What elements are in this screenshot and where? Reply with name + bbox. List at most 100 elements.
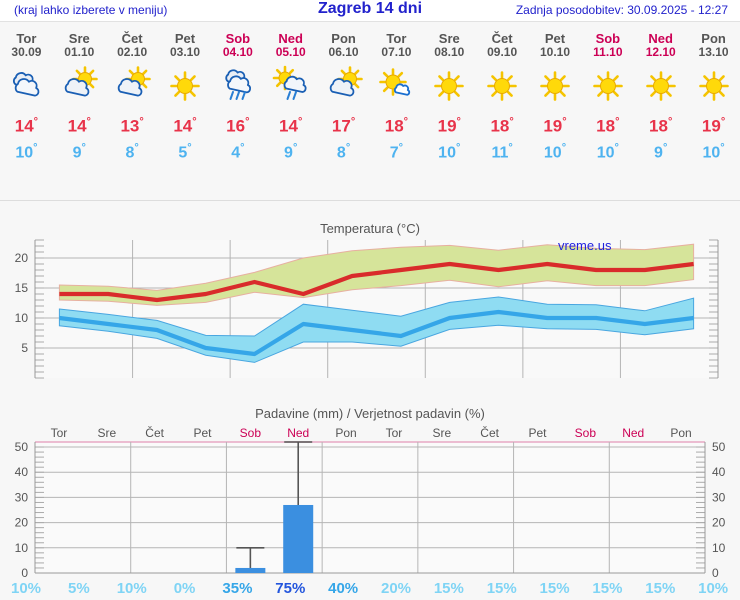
degree-sign: °: [562, 116, 567, 128]
degree-sign: °: [192, 116, 197, 128]
svg-text:30: 30: [15, 490, 29, 504]
temperature-chart: 5 10 15 20: [15, 239, 719, 379]
day-column-3[interactable]: Pet 03.10 14° 5°: [159, 22, 211, 163]
day-column-7[interactable]: Tor 07.10 18° 7°: [370, 22, 422, 163]
day-date: 02.10: [117, 45, 148, 59]
day-name: Tor: [16, 31, 37, 46]
temperature-min: 7°: [370, 138, 422, 163]
sun-small-cloud-icon: [370, 63, 422, 109]
temperature-min-value: 10: [543, 143, 562, 161]
degree-sign: °: [81, 141, 86, 154]
day-date: 09.10: [487, 45, 518, 59]
day-column-9[interactable]: Čet 09.10 18° 11°: [476, 22, 528, 163]
sunny-icon: [582, 63, 634, 109]
day-column-11[interactable]: Sob 11.10 18° 10°: [582, 22, 634, 163]
temperature-min: 10°: [0, 138, 52, 163]
degree-sign: °: [86, 116, 91, 128]
sunny-icon: [635, 63, 687, 109]
temperature-max: 19°: [688, 111, 740, 138]
day-name: Sob: [225, 31, 251, 46]
svg-text:30: 30: [712, 490, 726, 504]
day-name: Pon: [331, 31, 356, 46]
precipitation-chart: 0 0 10 10 20 20 30 30 40 40 50 50: [15, 440, 726, 580]
svg-text:50: 50: [15, 440, 29, 454]
precipitation-day-label: Tor: [50, 426, 68, 440]
day-column-2[interactable]: Čet 02.10 13° 8°: [106, 22, 158, 163]
temperature-max: 18°: [635, 111, 687, 138]
day-column-13[interactable]: Pon 13.10 19° 10°: [688, 22, 740, 163]
day-column-10[interactable]: Pet 10.10 19° 10°: [529, 22, 581, 163]
temperature-max-value: 18: [384, 116, 404, 136]
day-column-0[interactable]: Tor 30.09 14° 10°: [0, 22, 52, 163]
degree-sign: °: [139, 116, 144, 128]
temperature-max-value: 17: [331, 116, 351, 136]
precipitation-day-label: Pet: [193, 426, 212, 440]
degree-sign: °: [403, 116, 409, 128]
precipitation-day-label: Sob: [574, 426, 597, 440]
temperature-max: 13°: [106, 111, 158, 138]
degree-sign: °: [561, 141, 567, 154]
temperature-max: 14°: [53, 111, 105, 138]
day-column-4[interactable]: Sob 04.10 16° 4°: [212, 22, 264, 163]
temperature-min: 8°: [318, 138, 370, 163]
temperature-max-value: 14: [67, 116, 87, 136]
precipitation-probability: 15%: [592, 580, 623, 597]
sunny-icon: [529, 63, 581, 109]
temperature-max: 19°: [529, 111, 581, 138]
temperature-min-value: 10: [15, 143, 34, 161]
temperature-min-value: 8: [336, 143, 346, 161]
temperature-min: 5°: [159, 138, 211, 163]
day-date: 04.10: [222, 45, 253, 59]
day-column-12[interactable]: Ned 12.10 18° 9°: [635, 22, 687, 163]
temperature-max: 19°: [423, 111, 475, 138]
precipitation-probability: 10%: [698, 580, 729, 597]
temperature-max-value: 18: [649, 116, 668, 136]
temperature-min-value: 4: [231, 143, 241, 161]
day-column-8[interactable]: Sre 08.10 19° 10°: [423, 22, 475, 163]
temperature-min: 10°: [688, 138, 740, 163]
temperature-max-value: 18: [490, 116, 510, 136]
temperature-min: 10°: [529, 138, 581, 163]
svg-text:50: 50: [712, 440, 726, 454]
day-name: Čet: [491, 31, 513, 46]
temperature-max: 14°: [0, 111, 52, 138]
day-column-1[interactable]: Sre 01.10 14° 9°: [53, 22, 105, 163]
temperature-min: 9°: [265, 138, 317, 163]
day-name: Pet: [544, 31, 566, 46]
degree-sign: °: [615, 116, 620, 128]
temperature-min-value: 9: [72, 143, 82, 161]
svg-text:5: 5: [21, 341, 28, 355]
day-column-5[interactable]: Ned 05.10 14° 9°: [265, 22, 317, 163]
day-name: Sob: [595, 31, 621, 46]
day-name: Pet: [174, 31, 196, 46]
section-divider: [0, 200, 740, 201]
temperature-max: 14°: [265, 111, 317, 138]
degree-sign: °: [667, 116, 673, 128]
partly-sunny-icon: [53, 63, 105, 109]
precipitation-probability: 10%: [10, 580, 42, 597]
degree-sign: °: [245, 116, 250, 128]
temperature-max: 18°: [476, 111, 528, 138]
degree-sign: °: [33, 116, 39, 128]
precipitation-day-label: Pon: [670, 426, 692, 440]
precipitation-probability: 20%: [380, 580, 412, 597]
svg-text:20: 20: [15, 516, 29, 530]
day-column-6[interactable]: Pon 06.10 17° 8°: [318, 22, 370, 163]
precipitation-day-label: Čet: [480, 426, 499, 440]
svg-text:10: 10: [712, 541, 726, 555]
precipitation-day-label: Tor: [385, 426, 403, 440]
precipitation-probability: 75%: [275, 580, 306, 597]
day-name: Čet: [121, 31, 143, 46]
degree-sign: °: [350, 116, 356, 128]
degree-sign: °: [33, 141, 38, 154]
svg-text:15: 15: [15, 281, 29, 295]
temperature-min-value: 11: [491, 143, 509, 161]
degree-sign: °: [297, 116, 303, 128]
day-name: Sre: [438, 31, 460, 46]
last-update-text: Zadnja posodobitev: 30.09.2025 - 12:27: [515, 3, 728, 17]
location-menu-note: (kraj lahko izberete v meniju): [14, 3, 168, 17]
precipitation-probability: 0%: [173, 580, 196, 597]
temperature-max-value: 18: [596, 116, 616, 136]
temperature-min-value: 10: [596, 143, 615, 161]
day-name: Tor: [386, 31, 407, 46]
